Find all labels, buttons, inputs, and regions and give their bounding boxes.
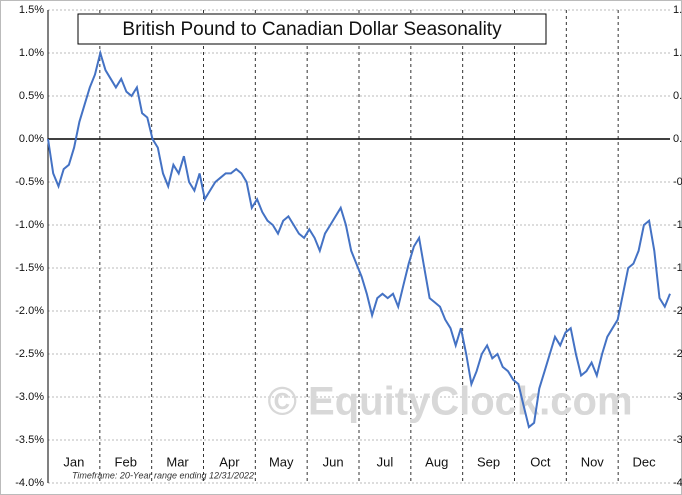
y-tick-label-right: -2.5% <box>673 348 682 360</box>
x-tick-label: May <box>269 454 294 469</box>
x-tick-label: Sep <box>477 454 500 469</box>
timeframe-note: Timeframe: 20-Year range ending 12/31/20… <box>72 470 254 480</box>
x-tick-label: Jun <box>323 454 344 469</box>
y-tick-label-right: -4.0% <box>673 477 682 489</box>
watermark: © EquityClock.com <box>267 380 632 424</box>
title-box <box>77 13 547 45</box>
y-tick-label-right: -1.5% <box>673 262 682 274</box>
y-tick-label: -0.5% <box>15 176 44 188</box>
x-tick-label: Jul <box>377 454 394 469</box>
y-tick-label-right: 0.0% <box>673 133 682 145</box>
y-tick-label: -4.0% <box>15 477 44 489</box>
y-tick-label: -2.5% <box>15 348 44 360</box>
y-tick-label: -1.5% <box>15 262 44 274</box>
chart-title: British Pound to Canadian Dollar Seasona… <box>122 19 502 40</box>
x-tick-label: Jan <box>63 454 84 469</box>
y-tick-label-right: 1.5% <box>673 4 682 16</box>
y-tick-label-right: -3.5% <box>673 434 682 446</box>
y-tick-label-right: 0.5% <box>673 90 682 102</box>
x-tick-label: Mar <box>166 454 189 469</box>
y-tick-label-right: -0.5% <box>673 176 682 188</box>
series-line <box>47 49 671 429</box>
y-tick-label: 1.5% <box>19 4 44 16</box>
y-tick-label: -1.0% <box>15 219 44 231</box>
y-tick-label-right: -2.0% <box>673 305 682 317</box>
x-tick-label: Apr <box>219 454 240 469</box>
x-tick-label: Oct <box>530 454 551 469</box>
y-tick-label: -3.5% <box>15 434 44 446</box>
y-tick-label: 1.0% <box>19 47 44 59</box>
y-tick-label: -3.0% <box>15 391 44 403</box>
x-tick-label: Aug <box>425 454 448 469</box>
x-tick-label: Dec <box>633 454 657 469</box>
x-tick-label: Nov <box>581 454 605 469</box>
y-tick-label-right: -3.0% <box>673 391 682 403</box>
y-tick-label: 0.0% <box>19 133 44 145</box>
y-tick-label: 0.5% <box>19 90 44 102</box>
y-tick-label-right: 1.0% <box>673 47 682 59</box>
y-tick-label-right: -1.0% <box>673 219 682 231</box>
x-tick-label: Feb <box>115 454 137 469</box>
y-tick-label: -2.0% <box>15 305 44 317</box>
